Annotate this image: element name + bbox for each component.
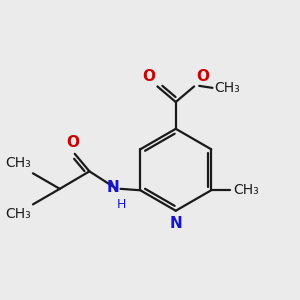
Text: O: O bbox=[196, 69, 209, 84]
Text: CH₃: CH₃ bbox=[233, 183, 259, 197]
Text: O: O bbox=[142, 69, 155, 84]
Text: O: O bbox=[66, 135, 79, 150]
Text: H: H bbox=[117, 198, 126, 211]
Text: CH₃: CH₃ bbox=[214, 81, 240, 95]
Text: N: N bbox=[169, 216, 182, 231]
Text: CH₃: CH₃ bbox=[5, 207, 31, 221]
Text: CH₃: CH₃ bbox=[5, 157, 31, 170]
Text: N: N bbox=[106, 180, 119, 195]
